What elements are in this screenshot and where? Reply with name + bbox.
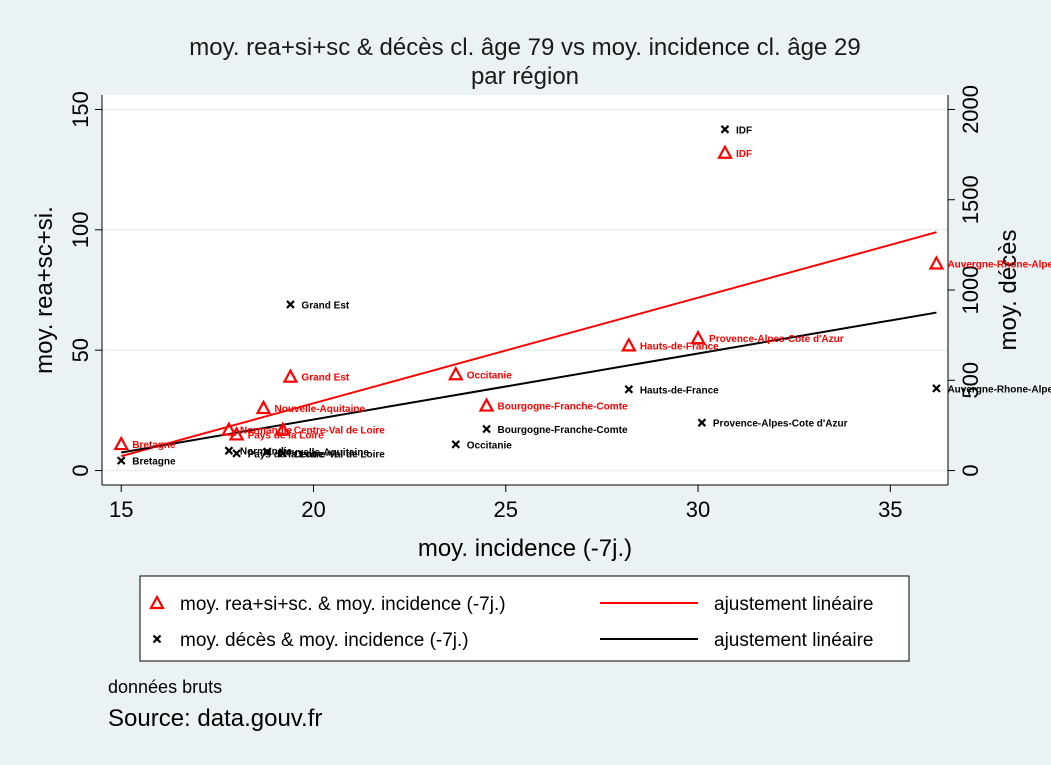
x-marker (116, 456, 126, 465)
point-label: Provence-Alpes-Cote d'Azur (713, 419, 848, 430)
y-axis-left-label: moy. rea+sc+si. (31, 206, 58, 374)
x-marker-stroke (116, 456, 126, 465)
point-label: Bretagne (132, 457, 176, 468)
y-right-tick-label: 500 (958, 362, 983, 399)
point-label: IDF (736, 125, 752, 136)
x-marker (278, 449, 288, 458)
x-marker (286, 300, 295, 309)
note-raw-data: données bruts (108, 677, 223, 697)
data-marks (113, 125, 945, 465)
triangle-marker (690, 329, 706, 345)
point-label: Auvergne-Rhone-Alpes (947, 384, 1051, 395)
y-right-tick-label: 1000 (958, 266, 983, 315)
x-marker (624, 385, 634, 394)
triangle-marker (113, 435, 130, 451)
x-marker (263, 447, 272, 456)
x-marker (232, 449, 241, 458)
point-label: Bourgogne-Franche-Comte (498, 402, 628, 413)
point-label: Pays de la Loire (248, 449, 325, 460)
text-labels: IDF Auvergne-Rhone-Alpes Provence-Alpes-Co… (132, 125, 1051, 467)
legend-fit-label: ajustement linéaire (714, 594, 873, 615)
chart-title: moy. rea+si+sc & décès cl. âge 79 vs moy… (189, 34, 860, 61)
point-label: Centre-Val de Loire (294, 449, 386, 460)
x-marker-stroke (263, 447, 272, 456)
fit-lines (120, 231, 937, 458)
chart-subtitle: par région (471, 63, 579, 90)
triangle-marker (228, 426, 245, 441)
point-label: Occitanie (467, 440, 512, 451)
y-right-tick-label: 2000 (958, 85, 983, 134)
point-label: Normandie (240, 426, 293, 437)
x-tick-label: 35 (878, 497, 902, 522)
x-marker-stroke (278, 449, 288, 458)
x-marker-stroke (624, 385, 634, 394)
y-left-tick-label: 50 (68, 338, 93, 362)
x-marker-stroke (286, 300, 295, 309)
x-tick-label: 30 (686, 497, 710, 522)
x-marker-stroke (224, 446, 234, 455)
axes: 15 20 25 30 350501001500500100015002000moy. … (31, 34, 1022, 562)
x-tick-label: 25 (494, 497, 518, 522)
triangle-marker (478, 397, 495, 412)
x-tick-label: 20 (301, 497, 325, 522)
triangle-marker (282, 368, 299, 383)
y-left-tick-label: 150 (68, 91, 93, 128)
point-label: Nouvelle-Aquitaine (275, 404, 366, 415)
legend-x-marker (152, 634, 162, 644)
x-tick-label: 15 (109, 497, 133, 522)
point-label: Auvergne-Rhone-Alpes (947, 260, 1051, 271)
legend-triangle-marker (149, 594, 165, 610)
triangle-marker (620, 337, 637, 352)
point-label: Grand Est (301, 373, 349, 384)
y-axis-right-label: moy. décès (995, 230, 1022, 351)
point-label: Nouvelle-Aquitaine (278, 448, 369, 459)
legend-series-label: moy. rea+si+sc. & moy. incidence (-7j.) (180, 594, 506, 615)
triangle-marker (928, 255, 945, 270)
triangle-marker (221, 421, 237, 436)
x-marker-stroke (932, 384, 941, 393)
fit-line (120, 231, 937, 458)
x-marker-stroke (152, 634, 162, 644)
x-marker (697, 418, 707, 427)
x-marker-stroke (720, 125, 730, 134)
x-marker (224, 446, 234, 455)
x-marker (720, 125, 730, 134)
point-label: Bretagne (132, 440, 176, 451)
y-right-tick-label: 1500 (958, 175, 983, 224)
point-label: IDF (736, 149, 752, 160)
legend-box (139, 575, 910, 662)
y-right-tick-label: 0 (958, 464, 983, 476)
fit-line (121, 311, 937, 454)
x-marker-stroke (482, 424, 491, 434)
x-marker-stroke (451, 440, 461, 449)
point-label: Provence-Alpes-Cote d'Azur (709, 334, 844, 345)
plot-area (102, 95, 948, 485)
point-label: Centre-Val de Loire (294, 426, 386, 437)
note-source: Source: data.gouv.fr (108, 705, 323, 732)
triangle-marker (274, 421, 291, 436)
triangle-marker (255, 399, 272, 415)
y-left-tick-label: 100 (68, 211, 93, 248)
point-label: Hauts-de-France (640, 341, 719, 352)
y-left-tick-label: 0 (68, 464, 93, 476)
legend: moy. rea+si+sc. & moy. incidence (-7j.) a… (139, 575, 910, 662)
point-label: Hauts-de-France (640, 385, 719, 396)
x-marker (482, 424, 491, 434)
triangle-marker (717, 144, 733, 159)
x-axis-label: moy. incidence (-7j.) (418, 535, 632, 562)
x-marker-stroke (232, 449, 241, 458)
point-label: Normandie (240, 447, 293, 458)
point-label: Pays de la Loire (248, 430, 325, 441)
legend-fit-label: ajustement linéaire (714, 630, 873, 651)
point-label: Grand Est (301, 300, 349, 311)
x-marker-stroke (697, 418, 707, 427)
x-marker (451, 440, 461, 449)
point-label: Occitanie (467, 370, 512, 381)
triangle-marker (447, 365, 464, 381)
point-label: Bourgogne-Franche-Comte (498, 425, 628, 436)
grid (102, 108, 948, 472)
x-marker (932, 384, 941, 393)
legend-series-label: moy. décès & moy. incidence (-7j.) (180, 630, 469, 651)
